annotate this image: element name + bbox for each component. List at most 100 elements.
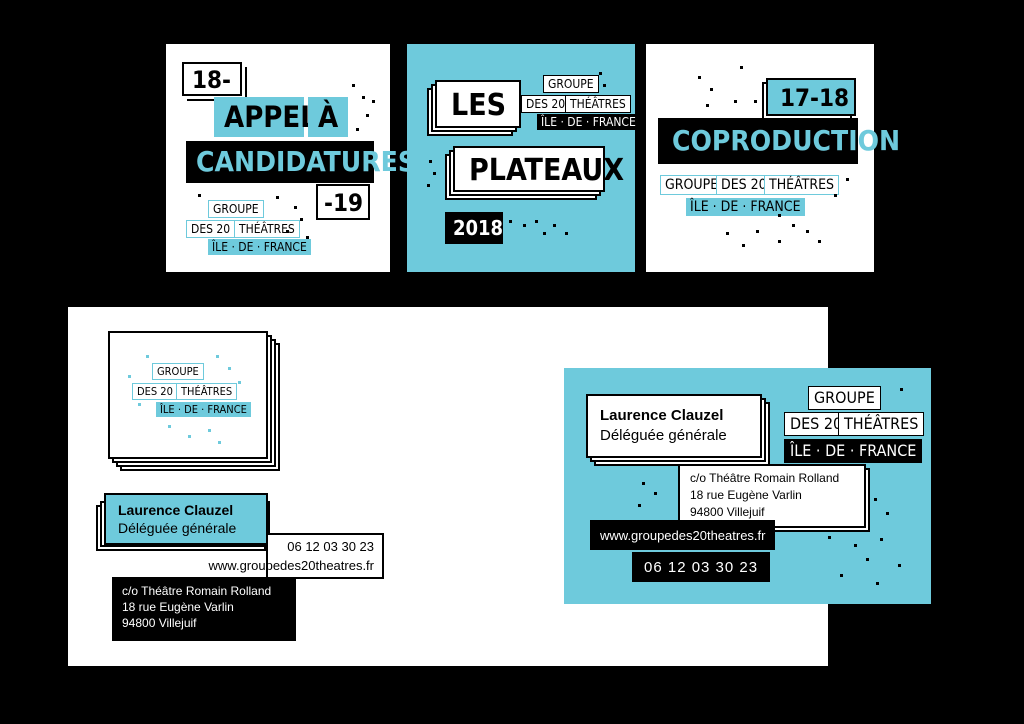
decor-dot [742, 244, 745, 247]
logo-groupe: GROUPE [808, 386, 881, 410]
name-block: Laurence Clauzel Déléguée générale [586, 394, 762, 458]
title-appel: APPEL [214, 97, 317, 137]
decor-dot [734, 100, 737, 103]
decor-dot [276, 196, 279, 199]
address-block: c/o Théâtre Romain Rolland 18 rue Eugène… [112, 577, 296, 641]
title-coproduction: COPRODUCTION [658, 118, 900, 164]
decor-dot [208, 429, 211, 432]
decor-dot [806, 230, 809, 233]
logo-groupe: GROUPE [543, 75, 599, 93]
card-les-plateaux: LES PLATEAUX 2018 GROUPE DES 20 THÉÂTRES… [407, 44, 640, 272]
decor-dot [238, 381, 241, 384]
decor-dot [216, 355, 219, 358]
logo-groupe: GROUPE [660, 175, 724, 195]
decor-dot [880, 538, 883, 541]
contact-name: Laurence Clauzel [118, 502, 234, 518]
name-block: Laurence Clauzel Déléguée générale [104, 493, 268, 545]
year-label: 2018 [445, 212, 503, 244]
logo-ile-de-france: ÎLE · DE · FRANCE [784, 439, 923, 463]
decor-dot [642, 482, 645, 485]
address-line3: 94800 Villejuif [122, 616, 197, 630]
business-card: Laurence Clauzel Déléguée générale GROUP… [564, 368, 931, 604]
decor-dot [198, 194, 201, 197]
title-plateaux: PLATEAUX [453, 146, 624, 192]
logo-groupe: GROUPE [208, 200, 264, 218]
address-line2: 18 rue Eugène Varlin [122, 600, 234, 614]
decor-dot [565, 232, 568, 235]
address-line1: c/o Théâtre Romain Rolland [122, 584, 272, 598]
decor-dot [603, 84, 606, 87]
decor-dot [876, 582, 879, 585]
title-les: LES [435, 80, 521, 128]
decor-dot [352, 84, 355, 87]
address-line2: 18 rue Eugène Varlin [690, 488, 802, 502]
logo-des20: DES 20 [521, 95, 571, 113]
decor-dot [706, 104, 709, 107]
decor-dot [427, 184, 430, 187]
title-candidatures: CANDIDATURES [186, 141, 416, 183]
decor-dot [188, 435, 191, 438]
address-line3: 94800 Villejuif [690, 505, 765, 519]
years-label: 17-18 [766, 78, 856, 116]
card-appel-candidatures: 18- APPEL À CANDIDATURES -19 GROUPE DES … [166, 44, 416, 272]
decor-dot [726, 232, 729, 235]
year-start-label: 18- [182, 62, 242, 96]
logo-theatres: THÉÂTRES [176, 383, 238, 400]
decor-dot [710, 88, 713, 91]
decor-dot [535, 220, 538, 223]
decor-dot [433, 172, 436, 175]
decor-dot [294, 206, 297, 209]
decor-dot [854, 544, 857, 547]
decor-dot [792, 224, 795, 227]
card-coproduction: 17-18 COPRODUCTION GROUPE DES 20 THÉÂTRE… [646, 44, 900, 272]
decor-dot [599, 72, 602, 75]
decor-dot [218, 441, 221, 444]
decor-dot [900, 388, 903, 391]
logo-des20: DES 20 [186, 220, 236, 238]
decor-dot [356, 128, 359, 131]
decor-dot [366, 114, 369, 117]
contact-role: Déléguée générale [600, 427, 727, 444]
logo-ile-de-france: ÎLE · DE · FRANCE [537, 114, 640, 130]
decor-dot [372, 100, 375, 103]
decor-dot [778, 214, 781, 217]
decor-dot [638, 504, 641, 507]
logo-theatres: THÉÂTRES [234, 220, 300, 238]
decor-dot [286, 230, 289, 233]
logo-groupe: GROUPE [152, 363, 204, 380]
decor-dot [138, 403, 141, 406]
decor-dot [228, 367, 231, 370]
decor-dot [654, 492, 657, 495]
title-a: À [308, 97, 348, 137]
decor-dot [128, 375, 131, 378]
decor-dot [866, 558, 869, 561]
logo-ile-de-france: ÎLE · DE · FRANCE [208, 239, 311, 255]
decor-dot [886, 512, 889, 515]
decor-dot [778, 240, 781, 243]
contact-name: Laurence Clauzel [600, 407, 724, 424]
logo-theatres: THÉÂTRES [565, 95, 631, 113]
decor-dot [756, 230, 759, 233]
contact-phone: 06 12 03 30 23 [632, 552, 771, 582]
decor-dot [543, 232, 546, 235]
decor-dot [306, 236, 309, 239]
logo-ile-de-france: ÎLE · DE · FRANCE [686, 198, 805, 216]
decor-dot [168, 425, 171, 428]
decor-dot [698, 76, 701, 79]
address-line1: c/o Théâtre Romain Rolland [690, 471, 840, 485]
decor-dot [509, 220, 512, 223]
logo-des20: DES 20 [716, 175, 772, 195]
decor-dot [300, 218, 303, 221]
decor-dot [146, 355, 149, 358]
decor-dot [898, 564, 901, 567]
decor-dot [818, 240, 821, 243]
contact-phone: 06 12 03 30 23 [287, 539, 374, 554]
logo-theatres: THÉÂTRES [764, 175, 840, 195]
decor-dot [828, 536, 831, 539]
decor-dot [553, 224, 556, 227]
contact-role: Déléguée générale [118, 520, 237, 536]
decor-dot [846, 178, 849, 181]
phone-web-block [266, 533, 384, 579]
decor-dot [834, 194, 837, 197]
decor-dot [740, 66, 743, 69]
